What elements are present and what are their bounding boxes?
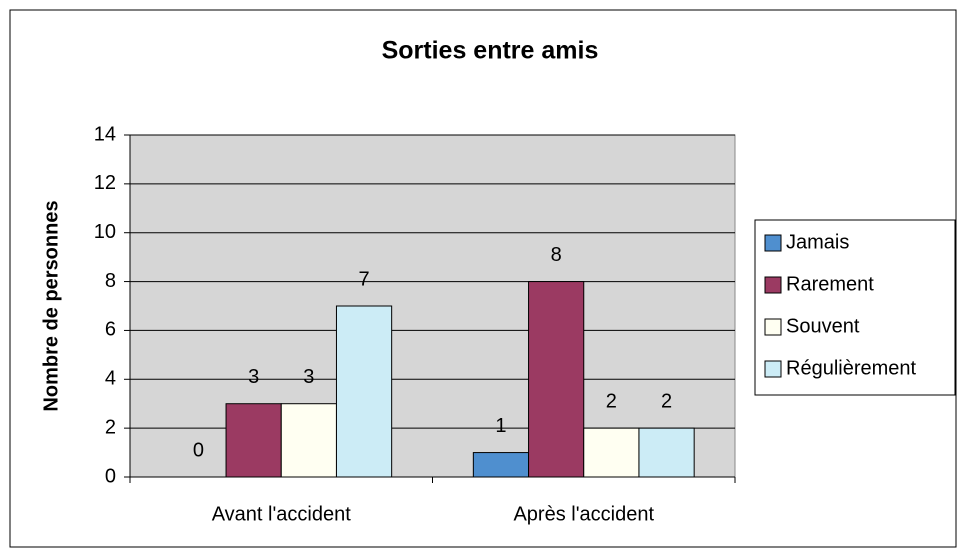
y-tick-label: 0 — [105, 465, 116, 487]
y-tick-label: 14 — [94, 123, 116, 145]
plot-area — [129, 134, 736, 478]
bar — [225, 403, 282, 478]
y-tick-label: 2 — [105, 416, 116, 438]
data-label: 1 — [495, 415, 506, 437]
legend-swatch — [764, 360, 782, 378]
y-tick-label: 6 — [105, 319, 116, 341]
y-tick-label: 4 — [105, 368, 116, 390]
legend — [754, 219, 956, 396]
data-label: 2 — [606, 390, 617, 412]
chart-title: Sorties entre amis — [382, 37, 599, 65]
data-label: 0 — [193, 439, 204, 461]
data-label: 3 — [248, 366, 259, 388]
x-tick-label: Avant l'accident — [212, 503, 352, 525]
x-tick-label: Après l'accident — [513, 503, 654, 525]
legend-label: Régulièrement — [786, 357, 917, 379]
bar — [583, 427, 640, 478]
legend-label: Jamais — [786, 231, 849, 253]
bar — [280, 403, 337, 478]
legend-label: Souvent — [786, 315, 860, 337]
y-tick-label: 10 — [94, 221, 116, 243]
legend-swatch — [764, 318, 782, 336]
legend-label: Rarement — [786, 273, 874, 295]
y-tick-label: 12 — [94, 172, 116, 194]
legend-swatch — [764, 234, 782, 252]
bar — [472, 452, 530, 478]
bar — [335, 305, 393, 478]
data-label: 2 — [661, 390, 672, 412]
y-tick-label: 8 — [105, 270, 116, 292]
bar — [638, 427, 695, 478]
bar — [528, 281, 585, 478]
data-label: 7 — [358, 268, 369, 290]
data-label: 3 — [303, 366, 314, 388]
y-axis-label: Nombre de personnes — [40, 200, 62, 411]
legend-swatch — [764, 276, 782, 294]
data-label: 8 — [551, 244, 562, 266]
